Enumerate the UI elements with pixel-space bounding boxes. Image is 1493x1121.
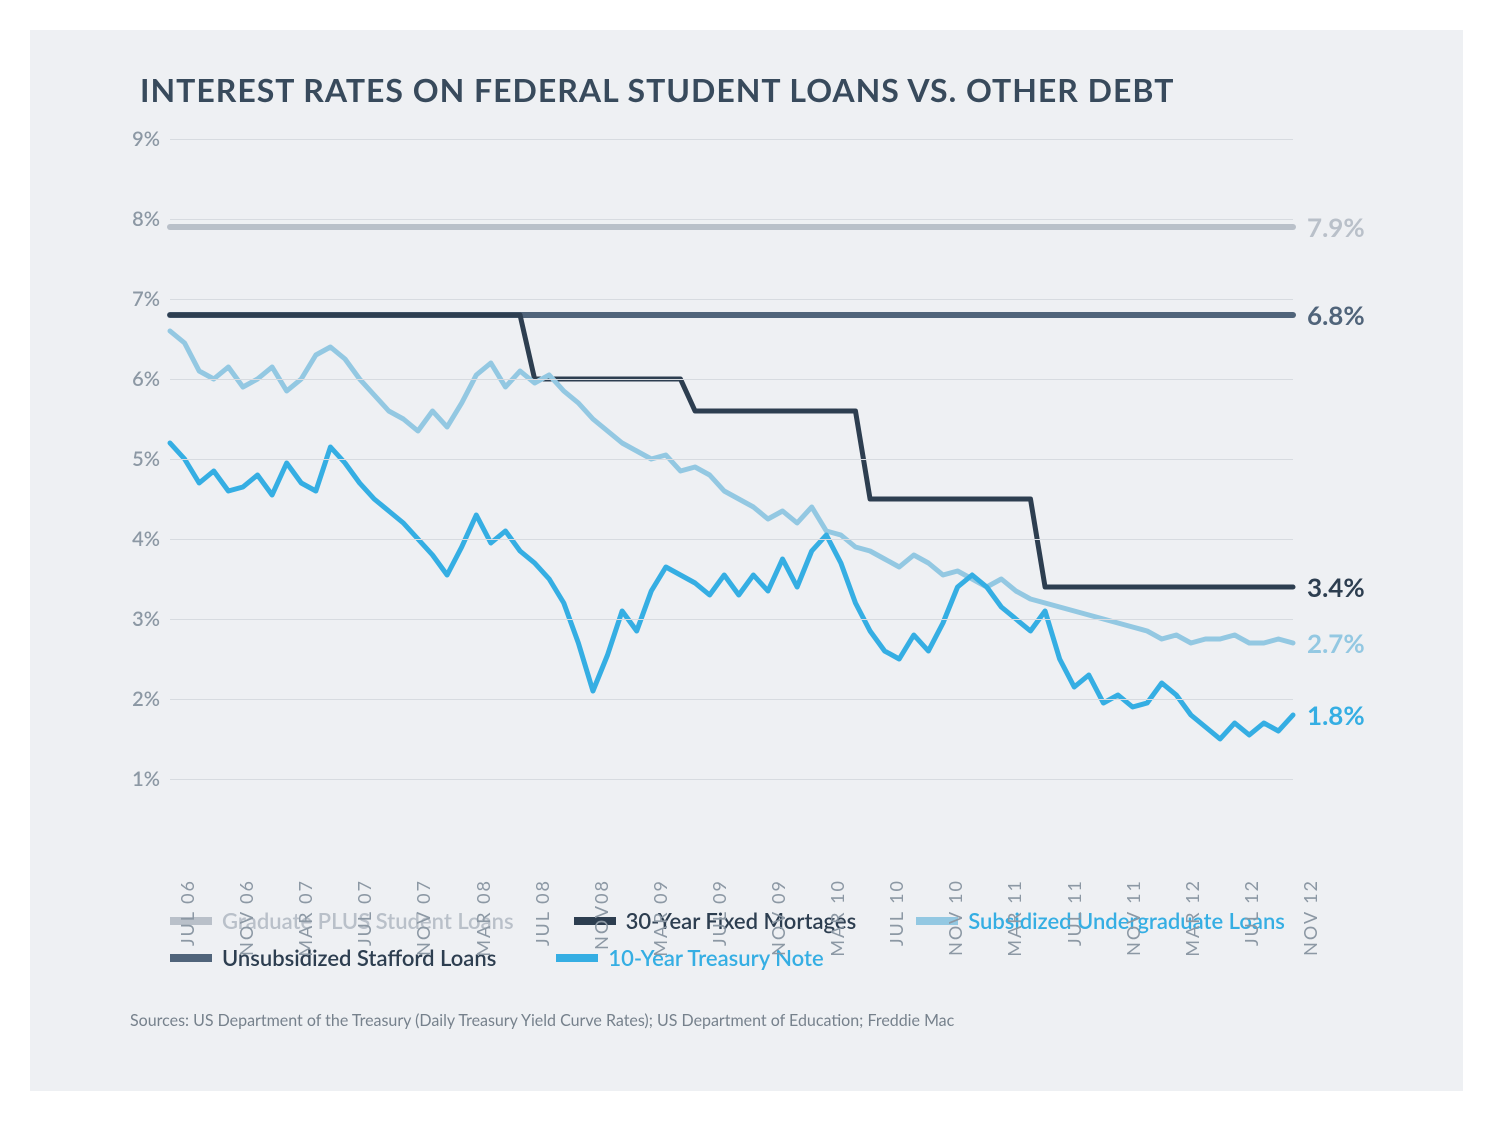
gridline [170,619,1293,620]
x-tick-label: JUL 07 [353,879,375,946]
series-line [170,331,1293,643]
gridline [170,299,1293,300]
chart-container: INTEREST RATES ON FEDERAL STUDENT LOANS … [30,30,1463,1091]
y-tick-label: 5% [132,447,160,471]
plot-wrap: 1%2%3%4%5%6%7%8%9% 7.9%6.8%3.4%2.7%1.8% [110,139,1293,779]
series-end-label: 3.4% [1307,571,1365,603]
y-tick-label: 9% [132,127,160,151]
x-tick-label: NOV 12 [1299,879,1321,956]
y-axis: 1%2%3%4%5%6%7%8%9% [110,139,170,779]
legend-swatch [170,954,212,962]
x-tick-label: NOV 10 [944,879,966,956]
y-tick-label: 3% [132,607,160,631]
legend-swatch [556,954,598,962]
legend-item: Unsubsidized Stafford Loans [170,944,496,971]
y-tick-label: 4% [132,527,160,551]
x-tick-label: MAR 10 [826,879,848,957]
x-tick-label: NOV08 [590,879,612,950]
y-tick-label: 6% [132,367,160,391]
gridline [170,379,1293,380]
x-tick-label: JUL 12 [1240,879,1262,946]
gridline [170,139,1293,140]
y-tick-label: 7% [132,287,160,311]
series-end-label: 7.9% [1307,211,1365,243]
x-tick-label: MAR 09 [649,879,671,957]
x-tick-label: NOV 07 [412,879,434,956]
x-tick-label: JUL 06 [176,879,198,946]
plot-area: 7.9%6.8%3.4%2.7%1.8% [170,139,1293,779]
y-tick-label: 2% [132,687,160,711]
x-tick-label: NOV 06 [235,879,257,956]
x-tick-label: MAR 11 [1003,879,1025,957]
x-tick-label: MAR 12 [1181,879,1203,957]
legend-label: Unsubsidized Stafford Loans [222,944,496,971]
gridline [170,539,1293,540]
x-tick-label: NOV 11 [1122,879,1144,956]
x-tick-label: JUL 08 [531,879,553,946]
gridline [170,219,1293,220]
x-tick-label: NOV 09 [767,879,789,956]
sources-text: Sources: US Department of the Treasury (… [130,1011,1413,1030]
legend-label: 10-Year Treasury Note [608,944,823,971]
x-tick-label: JUL 10 [885,879,907,946]
legend-item: Graduate PLUS Student Loans [170,907,514,934]
series-end-label: 6.8% [1307,299,1365,331]
series-end-label: 2.7% [1307,627,1365,659]
x-tick-label: JUL 11 [1063,879,1085,946]
gridline [170,699,1293,700]
y-tick-label: 1% [132,767,160,791]
series-line [170,443,1293,739]
x-tick-label: JUL 09 [708,879,730,946]
chart-title: INTEREST RATES ON FEDERAL STUDENT LOANS … [80,70,1413,109]
gridline [170,459,1293,460]
y-tick-label: 8% [132,207,160,231]
x-axis: JUL 06NOV 06MAR 07JUL 07NOV 07MAR 08JUL … [170,779,1293,889]
legend-item: Subsidized Undergraduate Loans [916,907,1285,934]
x-tick-label: MAR 08 [472,879,494,957]
series-end-label: 1.8% [1307,699,1365,731]
x-tick-label: MAR 07 [294,879,316,957]
